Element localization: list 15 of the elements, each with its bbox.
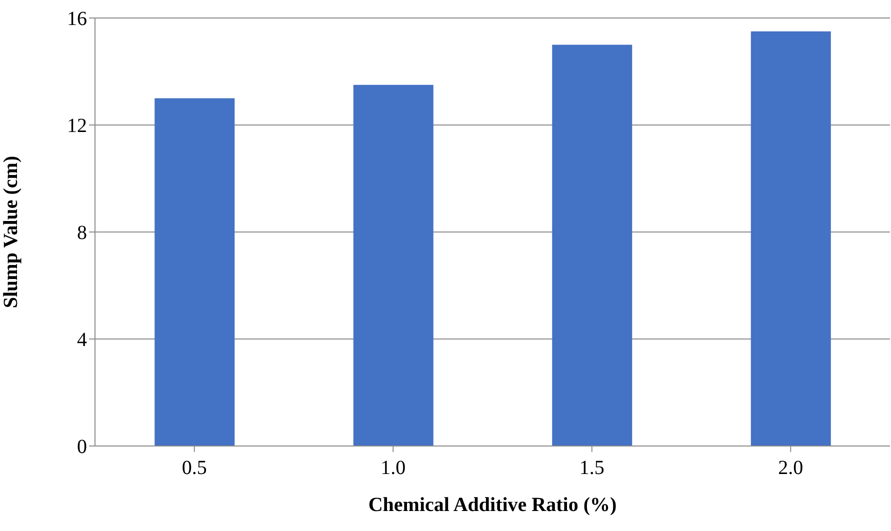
x-tick-label: 1.0 <box>380 457 406 480</box>
x-tick-label: 1.5 <box>579 457 604 480</box>
x-tick-label: 2.0 <box>778 457 804 480</box>
y-axis-title: Slump Value (cm) <box>0 156 22 308</box>
x-tick-label: 0.5 <box>182 457 207 480</box>
x-axis-title: Chemical Additive Ratio (%) <box>368 494 617 516</box>
y-tick-label: 12 <box>67 115 87 138</box>
y-tick-label: 0 <box>77 436 87 458</box>
bar <box>353 84 434 446</box>
bar <box>552 44 632 446</box>
y-tick-label: 16 <box>67 8 87 30</box>
bar <box>154 98 235 446</box>
bar <box>750 31 831 446</box>
y-tick-label: 4 <box>77 329 87 352</box>
y-tick-label: 8 <box>77 222 87 244</box>
